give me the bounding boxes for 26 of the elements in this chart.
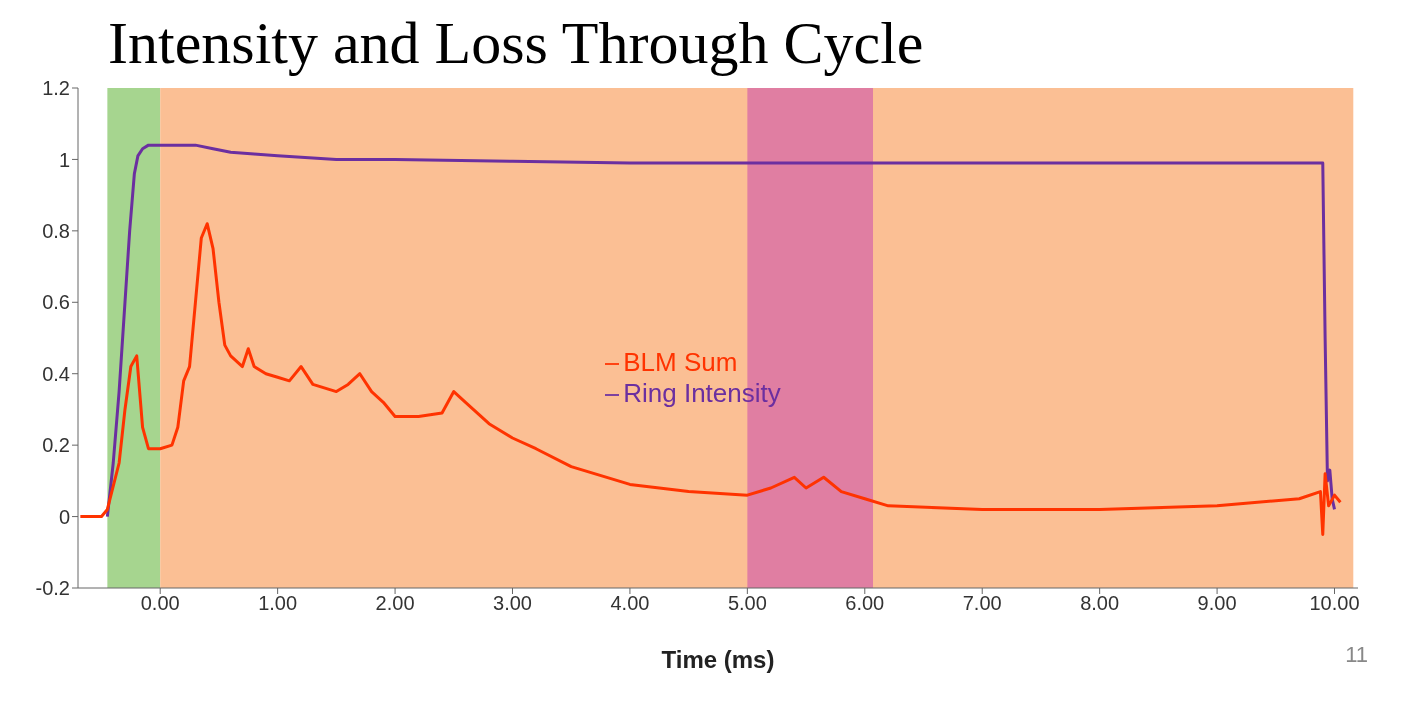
x-tick-label: 5.00 bbox=[727, 592, 767, 615]
y-tick-label: 0.6 bbox=[42, 291, 70, 314]
x-tick-label: 4.00 bbox=[610, 592, 650, 615]
line-series bbox=[78, 222, 1342, 536]
legend-label: Ring Intensity bbox=[623, 378, 781, 408]
x-tick-label: 9.00 bbox=[1197, 592, 1237, 615]
legend-label: BLM Sum bbox=[623, 347, 738, 377]
x-tick-label: 10.00 bbox=[1309, 592, 1360, 615]
text: 11 bbox=[1345, 642, 1368, 668]
x-axis-title: Time (ms) bbox=[661, 646, 775, 673]
y-tick-label: 0 bbox=[58, 505, 70, 528]
y-tick-label: -0.2 bbox=[35, 577, 70, 600]
y-tick-label: 0.2 bbox=[42, 434, 70, 457]
x-tick-label: 3.00 bbox=[493, 592, 532, 615]
line-series bbox=[105, 143, 1337, 519]
x-tick-label: 7.00 bbox=[962, 592, 1002, 615]
y-tick-label: 1 bbox=[58, 148, 70, 171]
x-tick-label: 8.00 bbox=[1080, 592, 1120, 615]
chart-title: Intensity and Loss Through Cycle bbox=[108, 9, 925, 78]
x-tick-label: 1.00 bbox=[258, 592, 298, 615]
x-tick-label: 2.00 bbox=[375, 592, 415, 615]
y-tick-label: 0.8 bbox=[42, 219, 70, 242]
x-tick-label: 0.00 bbox=[140, 592, 180, 615]
y-tick-label: 1.2 bbox=[42, 77, 70, 100]
y-tick-label: 0.4 bbox=[42, 362, 70, 385]
x-tick-label: 6.00 bbox=[845, 592, 885, 615]
